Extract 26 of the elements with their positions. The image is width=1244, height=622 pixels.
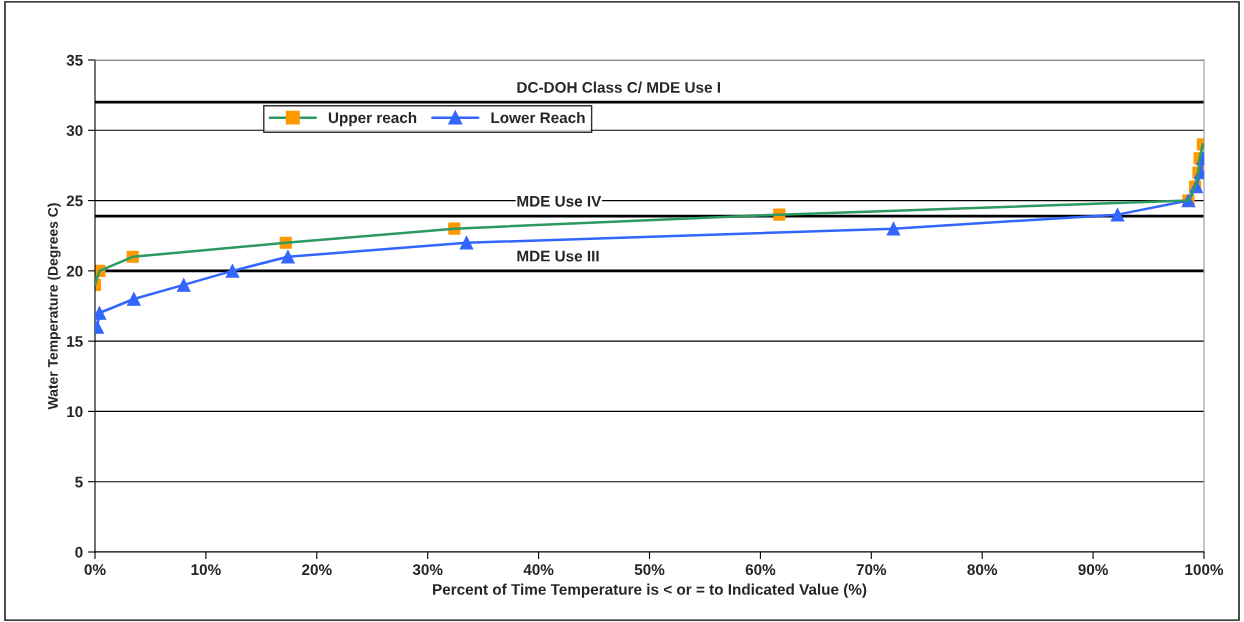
- x-tick-label: 0%: [84, 564, 106, 576]
- y-tick-label: 15: [67, 336, 83, 347]
- ref-line-label: MDE Use IV: [517, 196, 602, 207]
- y-tick-label: 20: [66, 265, 83, 277]
- legend-label: Lower Reach: [491, 111, 585, 124]
- x-tick-label: 100%: [1185, 564, 1224, 576]
- y-axis-title: Water Temperature (Degrees C): [47, 203, 61, 410]
- y-tick-label: 30: [66, 125, 83, 136]
- y-tick-label: 5: [75, 476, 83, 488]
- x-tick-label: 20%: [302, 564, 332, 576]
- ref-line-label: MDE Use III: [517, 250, 599, 262]
- ref-line-label: DC-DOH Class C/ MDE Use I: [517, 81, 720, 93]
- x-tick-label: 50%: [634, 564, 665, 576]
- x-tick-label: 40%: [523, 564, 554, 576]
- x-tick-label: 10%: [191, 564, 221, 576]
- x-tick-label: 60%: [745, 564, 776, 576]
- x-axis-title: Percent of Time Temperature is < or = to Indicated Value (%): [433, 583, 867, 598]
- legend-label: Upper reach: [328, 111, 417, 127]
- x-tick-label: 30%: [412, 564, 443, 576]
- x-tick-label: 80%: [967, 564, 998, 576]
- y-tick-label: 0: [75, 546, 83, 558]
- y-tick-label: 10: [67, 406, 83, 418]
- y-tick-label: 25: [66, 195, 83, 207]
- y-tick-label: 35: [66, 54, 83, 66]
- x-tick-label: 70%: [856, 564, 887, 576]
- x-tick-label: 90%: [1078, 564, 1108, 576]
